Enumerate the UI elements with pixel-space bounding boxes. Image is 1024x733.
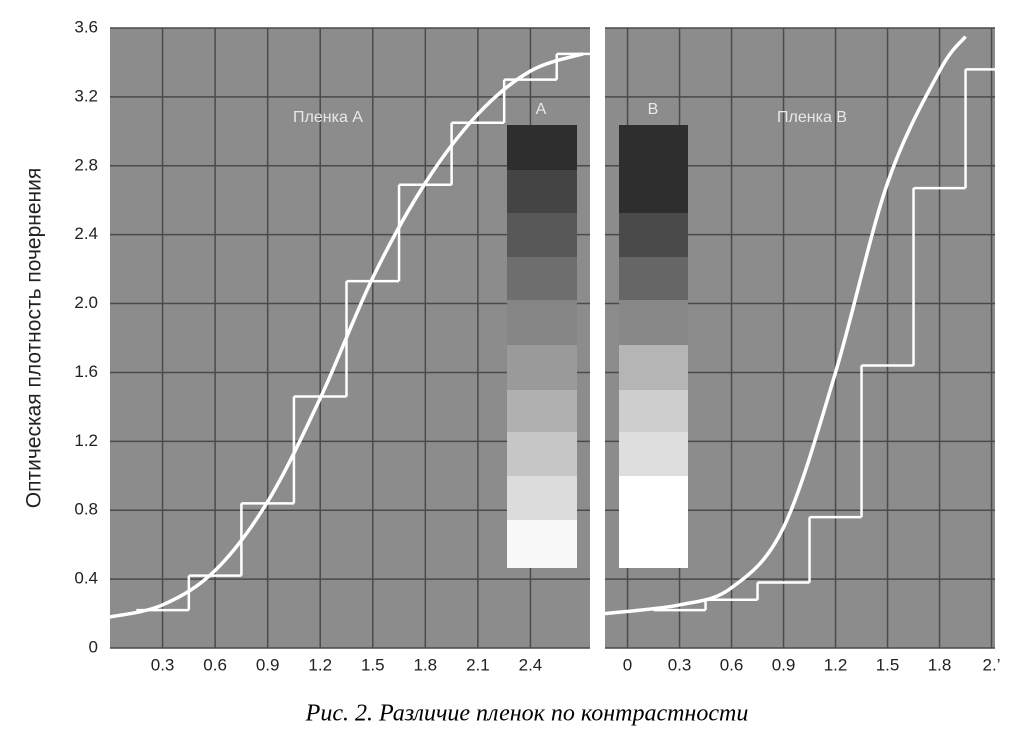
wedge-band bbox=[507, 432, 577, 476]
wedge-band bbox=[507, 257, 577, 300]
wedge-band bbox=[507, 170, 577, 213]
annotation: Пленка A bbox=[293, 109, 363, 126]
x-tick-label: 0.9 bbox=[772, 655, 796, 674]
x-tick-label: 1.8 bbox=[928, 655, 952, 674]
x-tick-label: 1.2 bbox=[308, 655, 332, 674]
x-tick-label: 1.5 bbox=[361, 655, 385, 674]
y-tick-label: 2.8 bbox=[74, 155, 98, 174]
smooth-curve bbox=[109, 52, 584, 619]
x-tick-label: 1.5 bbox=[876, 655, 900, 674]
wedge-band bbox=[619, 125, 688, 213]
annotation: B bbox=[648, 101, 659, 118]
annotation: Пленка B bbox=[777, 109, 847, 126]
x-tick-label: 2.4 bbox=[519, 655, 543, 674]
annotation: A bbox=[536, 101, 547, 118]
y-tick-label: 0.4 bbox=[74, 569, 98, 588]
wedge-band bbox=[619, 345, 688, 390]
y-tick-label: 1.6 bbox=[74, 362, 98, 381]
wedge-band bbox=[507, 345, 577, 390]
x-tick-label: 0.6 bbox=[720, 655, 744, 674]
x-tick-label: 1.8 bbox=[414, 655, 438, 674]
wedge-a bbox=[507, 125, 577, 568]
y-tick-label: 2.4 bbox=[74, 224, 98, 243]
y-tick-label: 1.2 bbox=[74, 431, 98, 450]
wedge-b bbox=[619, 125, 688, 568]
wedge-band bbox=[619, 476, 688, 568]
wedge-band bbox=[507, 390, 577, 432]
wedge-band bbox=[507, 476, 577, 520]
x-tick-label: 2.’ bbox=[983, 655, 1001, 674]
wedge-band bbox=[619, 213, 688, 257]
wedge-band bbox=[507, 125, 577, 170]
y-tick-label: 2.0 bbox=[74, 293, 98, 312]
curves bbox=[109, 35, 995, 619]
x-tick-label: 2.1 bbox=[466, 655, 490, 674]
smooth-curve bbox=[604, 35, 967, 616]
wedge-band bbox=[507, 300, 577, 345]
x-tick-label: 0.9 bbox=[256, 655, 280, 674]
wedge-band bbox=[619, 257, 688, 300]
y-tick-label: 3.6 bbox=[74, 17, 98, 36]
wedge-band bbox=[619, 300, 688, 345]
x-tick-label: 0.6 bbox=[203, 655, 227, 674]
y-tick-label: 0.8 bbox=[74, 500, 98, 519]
caption: Рис. 2. Различие пленок по контрастности bbox=[305, 701, 749, 727]
x-tick-label: 0 bbox=[623, 655, 632, 674]
wedge-band bbox=[507, 213, 577, 257]
x-tick-label: 1.2 bbox=[824, 655, 848, 674]
y-tick-label: 0 bbox=[89, 637, 98, 656]
wedge-band bbox=[619, 390, 688, 432]
wedge-band bbox=[619, 432, 688, 476]
y-tick-label: 3.2 bbox=[74, 86, 98, 105]
x-tick-label: 0.3 bbox=[668, 655, 692, 674]
x-tick-label: 0.3 bbox=[151, 655, 175, 674]
wedge-band bbox=[507, 520, 577, 568]
y-axis-label: Оптическая плотность почернения bbox=[23, 168, 46, 508]
